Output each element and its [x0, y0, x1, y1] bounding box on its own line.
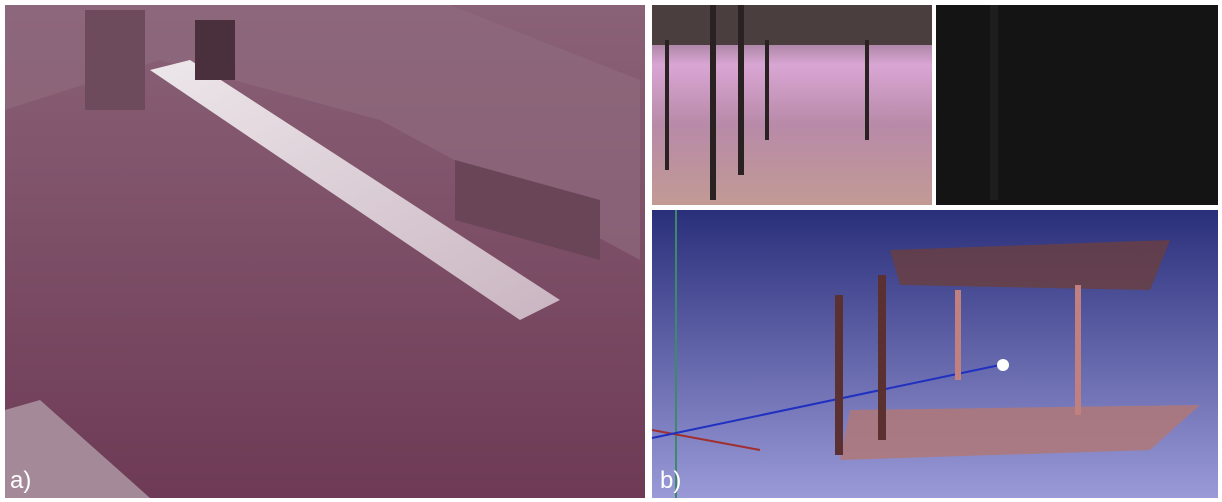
cloud-pillar: [878, 275, 886, 440]
person-shadow: [85, 10, 145, 110]
depth-pillar: [990, 5, 998, 200]
panel-label: b): [660, 467, 681, 494]
panel-b-rgb: [652, 5, 932, 205]
cloud-floor: [840, 405, 1200, 460]
pillar: [765, 40, 769, 140]
beam: [150, 60, 560, 320]
cloud-pillar: [1075, 285, 1081, 415]
cloud-roof: [890, 240, 1170, 290]
depth-image: [936, 5, 1218, 205]
corner: [5, 400, 150, 498]
pillar: [865, 40, 869, 140]
cloud-pillar: [955, 290, 961, 380]
pillar: [665, 40, 669, 170]
camera-marker: [997, 359, 1009, 371]
roof: [652, 5, 932, 45]
pillar: [738, 5, 744, 175]
cloud-pillar: [835, 295, 843, 455]
shadow: [455, 160, 600, 260]
panel-label: a): [10, 467, 31, 494]
pillar: [710, 5, 716, 200]
person: [195, 20, 235, 80]
panel-a: a): [5, 5, 645, 498]
axis-blue: [651, 364, 1001, 439]
wall: [5, 5, 640, 260]
panel-b-cloud: b): [651, 210, 1218, 498]
